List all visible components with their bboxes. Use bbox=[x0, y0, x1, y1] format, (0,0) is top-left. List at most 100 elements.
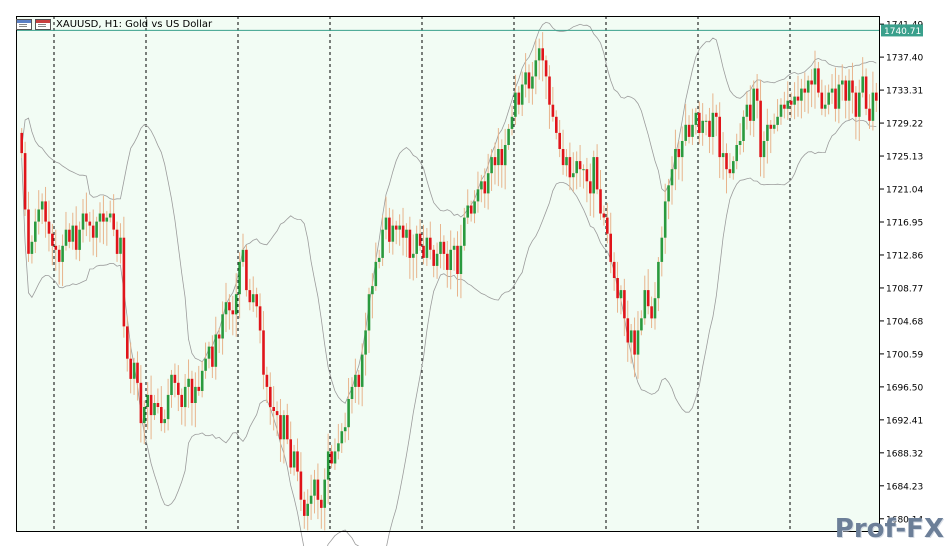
candle-body bbox=[813, 68, 817, 85]
candle bbox=[418, 219, 422, 251]
candle-body bbox=[30, 241, 34, 254]
candle bbox=[718, 102, 721, 179]
candle bbox=[248, 278, 252, 311]
candle bbox=[779, 98, 783, 125]
candle bbox=[595, 144, 599, 195]
candle-body bbox=[786, 100, 790, 109]
candle-body bbox=[721, 153, 725, 158]
chart-title-bar: XAUUSD, H1: Gold vs US Dollar bbox=[16, 16, 212, 32]
candle bbox=[449, 230, 452, 290]
candle bbox=[425, 228, 429, 266]
candle-body bbox=[354, 374, 357, 387]
y-tick-label: 1712.86 bbox=[886, 251, 923, 261]
candle-body bbox=[752, 88, 755, 121]
candle bbox=[323, 468, 326, 531]
candle-body bbox=[497, 149, 500, 166]
candle bbox=[558, 120, 561, 158]
candle-body bbox=[343, 427, 347, 432]
candle-body bbox=[136, 362, 139, 383]
candle bbox=[289, 421, 292, 474]
candle bbox=[568, 142, 572, 191]
candle-body bbox=[612, 261, 616, 278]
candle bbox=[364, 312, 367, 376]
candle-body bbox=[248, 290, 252, 303]
candle bbox=[30, 235, 34, 264]
candle bbox=[463, 207, 466, 251]
candle-body bbox=[238, 261, 241, 295]
candle-body bbox=[95, 221, 98, 238]
candle-body bbox=[337, 443, 340, 452]
candle-body bbox=[796, 96, 800, 101]
candle bbox=[357, 369, 361, 405]
candle-body bbox=[643, 290, 647, 319]
candle bbox=[272, 386, 275, 431]
candle-body bbox=[745, 104, 749, 117]
candle-body bbox=[340, 431, 344, 444]
chart-title: XAUUSD, H1: Gold vs US Dollar bbox=[56, 18, 213, 30]
candle-body bbox=[847, 80, 851, 101]
candle bbox=[755, 74, 759, 119]
candle-body bbox=[194, 386, 197, 403]
candle-body bbox=[442, 241, 446, 254]
candle-body bbox=[54, 245, 58, 250]
candle-body bbox=[868, 108, 871, 121]
candle-body bbox=[296, 451, 299, 472]
candle bbox=[841, 64, 844, 101]
candle bbox=[602, 205, 606, 226]
candle-body bbox=[272, 407, 275, 411]
candle bbox=[823, 85, 827, 117]
candle bbox=[190, 370, 194, 426]
candle-body bbox=[861, 76, 864, 93]
candle bbox=[759, 79, 762, 177]
candle bbox=[74, 206, 78, 260]
candle bbox=[85, 192, 88, 237]
candle bbox=[616, 261, 619, 313]
candle-body bbox=[214, 334, 218, 367]
candle-body bbox=[405, 229, 408, 238]
candle bbox=[793, 82, 796, 120]
candle-body bbox=[854, 92, 858, 117]
candle-body bbox=[694, 112, 698, 125]
candle-body bbox=[466, 205, 469, 218]
candle bbox=[810, 69, 813, 108]
candle bbox=[507, 124, 510, 150]
candle-body bbox=[749, 104, 752, 121]
candle-body bbox=[388, 217, 391, 242]
candle bbox=[820, 79, 824, 116]
candle bbox=[483, 168, 487, 208]
candle-body bbox=[759, 100, 762, 158]
candle bbox=[292, 444, 296, 476]
candle bbox=[262, 311, 265, 390]
candle bbox=[769, 120, 773, 154]
candle bbox=[160, 386, 163, 432]
candle bbox=[514, 74, 517, 125]
candle bbox=[473, 190, 476, 224]
candle-body bbox=[527, 72, 531, 89]
candle bbox=[34, 208, 37, 254]
candle bbox=[476, 171, 480, 213]
plot-area bbox=[16, 16, 880, 532]
y-tick-label: 1696.50 bbox=[886, 383, 923, 393]
candle bbox=[589, 163, 592, 216]
candle bbox=[68, 223, 71, 249]
candle bbox=[354, 358, 357, 403]
candle bbox=[636, 311, 640, 379]
candle-body bbox=[217, 334, 221, 339]
candle bbox=[156, 388, 160, 414]
candle-body bbox=[520, 84, 524, 105]
candle-body bbox=[585, 169, 589, 182]
candle bbox=[153, 394, 156, 420]
candle bbox=[783, 91, 786, 119]
candle bbox=[466, 189, 469, 225]
candle bbox=[752, 80, 755, 137]
current-price-marker bbox=[881, 24, 923, 37]
candle bbox=[207, 341, 211, 369]
candle-body bbox=[779, 104, 783, 117]
candle-body bbox=[531, 76, 534, 89]
candle-body bbox=[418, 233, 422, 246]
candle-body bbox=[817, 68, 820, 93]
candle-body bbox=[224, 302, 228, 315]
candle bbox=[660, 226, 664, 277]
